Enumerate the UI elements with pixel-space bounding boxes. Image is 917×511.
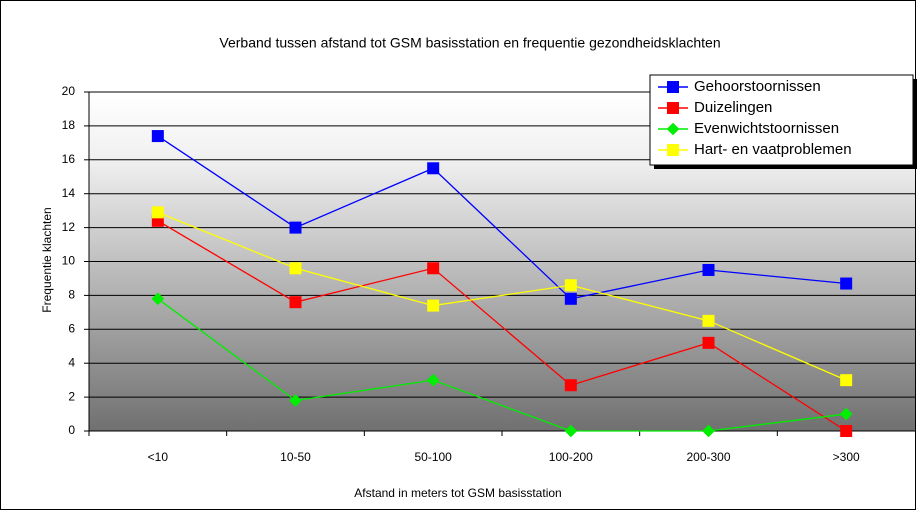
y-tick-label: 2: [68, 389, 75, 403]
series-line: [157, 135, 847, 300]
legend-marker: [667, 102, 679, 114]
y-tick-label: 8: [68, 288, 75, 302]
data-point: [151, 206, 164, 219]
data-point: [289, 296, 302, 309]
x-tick-label: >300: [833, 450, 860, 464]
y-tick-label: 10: [62, 254, 76, 268]
legend-marker: [667, 144, 679, 156]
data-point: [427, 262, 440, 275]
data-point: [427, 162, 440, 175]
y-tick-label: 6: [68, 321, 75, 335]
x-tick-label: 10-50: [280, 450, 311, 464]
data-point: [564, 424, 578, 438]
legend-label: Gehoorstoornissen: [694, 78, 821, 95]
y-tick-label: 4: [68, 355, 75, 369]
data-point: [840, 277, 853, 290]
data-point: [151, 292, 165, 306]
data-point: [426, 373, 440, 387]
legend: [649, 74, 914, 166]
data-point: [289, 394, 302, 407]
legend-label: Hart- en vaatproblemen: [694, 141, 852, 158]
y-tick-label: 18: [62, 118, 76, 132]
chart-title: Verband tussen afstand tot GSM basisstat…: [219, 35, 720, 51]
data-point: [151, 130, 164, 143]
y-tick-label: 20: [62, 84, 76, 98]
data-point: [840, 374, 853, 387]
x-tick-label: 100-200: [549, 450, 593, 464]
data-point: [289, 262, 302, 275]
x-tick-label: 200-300: [686, 450, 730, 464]
series-line: [157, 298, 847, 432]
legend-marker: [667, 81, 679, 93]
y-tick-label: 12: [62, 220, 76, 234]
data-point: [840, 425, 853, 437]
data-point: [702, 314, 715, 327]
legend-label: Evenwichtstoornissen: [694, 120, 839, 137]
data-point: [564, 292, 577, 305]
x-axis-label: Afstand in meters tot GSM basisstation: [354, 486, 561, 500]
y-tick-label: 16: [62, 152, 76, 166]
data-point: [289, 221, 302, 234]
y-axis-label: Frequentie klachten: [40, 207, 54, 312]
y-tick-label: 0: [68, 423, 75, 437]
series-line: [157, 211, 847, 381]
data-point: [702, 424, 715, 438]
data-point: [564, 279, 577, 292]
data-point: [839, 407, 853, 421]
x-tick-label: 50-100: [414, 450, 452, 464]
data-point: [702, 263, 715, 276]
legend-marker: [666, 122, 680, 136]
data-point: [427, 299, 440, 312]
series-line: [157, 220, 847, 432]
x-tick-label: <10: [148, 450, 169, 464]
y-tick-label: 14: [62, 186, 76, 200]
data-point: [702, 336, 715, 349]
data-point: [564, 379, 577, 392]
legend-label: Duizelingen: [694, 99, 772, 116]
